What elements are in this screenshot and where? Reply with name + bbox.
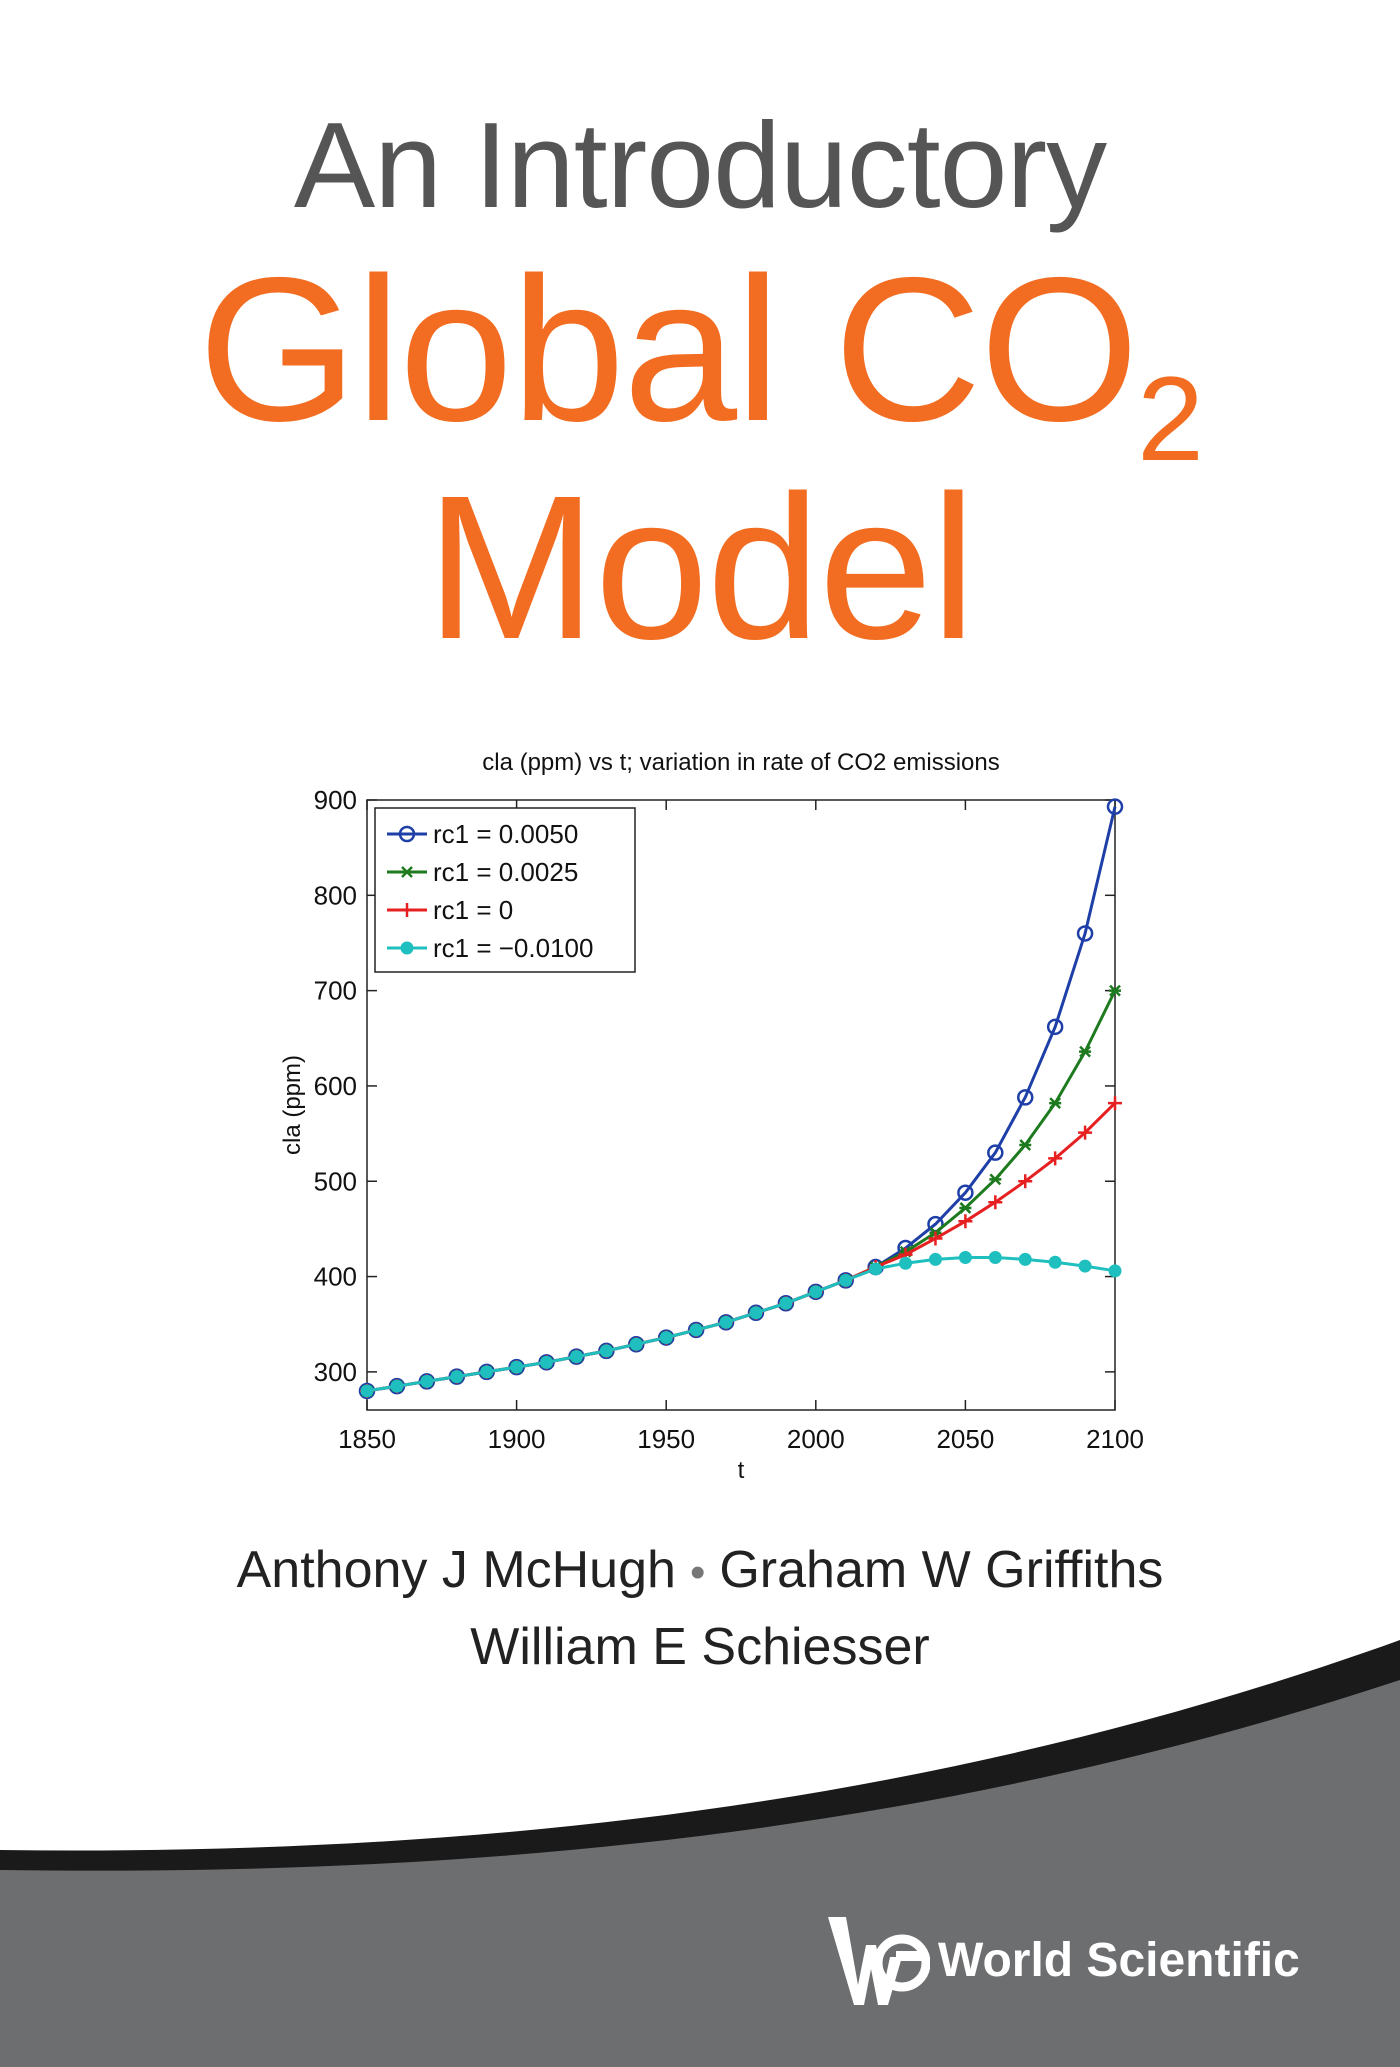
legend-entry: rc1 = 0.0050 — [433, 819, 578, 849]
legend-swatch-marker — [401, 866, 413, 878]
series-3-point — [1108, 1264, 1122, 1278]
series-3-point — [599, 1344, 613, 1358]
series-3-point — [480, 1365, 494, 1379]
series-3-point — [899, 1256, 913, 1270]
series-3-point — [420, 1374, 434, 1388]
legend-entry: rc1 = 0.0025 — [433, 857, 578, 887]
series-1-point — [989, 1173, 1002, 1186]
series-2-point — [1078, 1125, 1093, 1140]
series-2-point — [1108, 1096, 1122, 1111]
co2-chart: cla (ppm) vs t; variation in rate of CO2… — [279, 749, 1144, 1484]
title-global-co: Global CO — [198, 235, 1139, 464]
series-2-point — [928, 1231, 943, 1246]
series-3-point — [360, 1384, 374, 1398]
author-mchugh: Anthony J McHugh — [236, 1541, 676, 1599]
legend-swatch-marker — [400, 941, 414, 955]
x-tick-label: 1900 — [488, 1424, 546, 1454]
x-tick-label: 2050 — [936, 1424, 994, 1454]
series-2-point — [988, 1195, 1003, 1210]
series-2-point — [1048, 1151, 1063, 1166]
band-grey-fill — [0, 1680, 1400, 2067]
authors-line-1: Anthony J McHugh • Graham W Griffiths — [0, 1535, 1400, 1608]
x-tick-label: 2000 — [787, 1424, 845, 1454]
series-3-point — [629, 1337, 643, 1351]
series-1-point — [1109, 984, 1121, 997]
series-3-point — [749, 1306, 763, 1320]
series-3-point — [540, 1355, 554, 1369]
legend-entry: rc1 = 0 — [433, 895, 513, 925]
title-subscript: 2 — [1137, 352, 1204, 486]
series-3-point — [390, 1379, 404, 1393]
author-separator: • — [689, 1548, 706, 1597]
series-0-point — [1076, 925, 1094, 942]
series-3-point — [450, 1370, 464, 1384]
bottom-band — [0, 1640, 1400, 2067]
y-tick-label: 500 — [314, 1166, 357, 1196]
series-3-point — [1048, 1255, 1062, 1269]
series-0-point — [957, 1184, 974, 1201]
series-0-point — [1046, 1018, 1064, 1036]
series-3-point — [839, 1273, 853, 1287]
x-tick-label: 1850 — [338, 1424, 396, 1454]
series-3-point — [1018, 1252, 1032, 1266]
series-3-point — [988, 1251, 1002, 1264]
chart-title: cla (ppm) vs t; variation in rate of CO2… — [482, 749, 1000, 776]
series-3-point — [779, 1296, 793, 1310]
title-line-1: An Introductory — [293, 97, 1107, 233]
y-tick-label: 700 — [314, 976, 357, 1006]
y-tick-label: 300 — [314, 1357, 357, 1387]
legend-swatch-marker — [400, 903, 414, 917]
series-0-point — [1106, 798, 1124, 815]
publisher-name: World Scientific — [938, 1933, 1300, 1987]
y-tick-label: 600 — [314, 1071, 357, 1101]
x-tick-label: 2100 — [1086, 1424, 1144, 1454]
series-1-point — [1019, 1139, 1032, 1151]
legend-swatch-marker — [398, 825, 416, 843]
y-tick-label: 800 — [314, 880, 357, 910]
series-0-point — [1016, 1089, 1034, 1106]
publisher-block: World Scientific — [820, 1905, 1300, 2015]
y-tick-label: 900 — [314, 785, 357, 815]
title-line-3: Model — [425, 453, 976, 682]
series-3-point — [569, 1350, 583, 1364]
series-1-point — [959, 1202, 972, 1214]
legend-entry: rc1 = −0.0100 — [433, 933, 593, 963]
series-1-point — [1079, 1045, 1092, 1058]
series-1-point — [1049, 1097, 1062, 1109]
series-3-point — [689, 1323, 703, 1337]
author-griffiths: Graham W Griffiths — [719, 1541, 1164, 1599]
series-3-point — [1078, 1259, 1092, 1273]
x-tick-label: 1950 — [637, 1424, 695, 1454]
y-tick-label: 400 — [314, 1262, 357, 1292]
author-schiesser: William E Schiesser — [470, 1618, 930, 1676]
series-2-point — [958, 1214, 973, 1229]
series-3-point — [659, 1331, 673, 1345]
title-line-2: Global CO2 — [0, 240, 1400, 529]
series-3-point — [719, 1315, 733, 1329]
series-0-point — [987, 1144, 1004, 1161]
series-3-point — [958, 1251, 972, 1264]
chart-container: cla (ppm) vs t; variation in rate of CO2… — [250, 735, 1170, 1495]
series-3-point — [809, 1285, 823, 1299]
y-axis-label: cla (ppm) — [279, 1055, 306, 1155]
x-axis-label: t — [738, 1457, 745, 1484]
world-scientific-logo-icon — [828, 1917, 930, 2005]
series-3-point — [928, 1252, 942, 1266]
series-3-point — [869, 1262, 883, 1276]
series-3-point — [510, 1360, 524, 1374]
series-2-point — [1018, 1174, 1033, 1189]
